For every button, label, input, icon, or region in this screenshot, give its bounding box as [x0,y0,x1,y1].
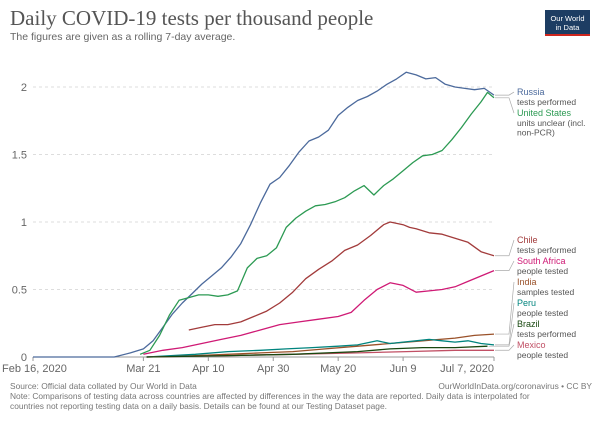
series-line-chile [188,221,495,331]
series-line-russia [33,71,495,358]
y-tick-label: 1 [21,217,27,229]
series-note-mexico: people tested [517,350,568,360]
note-line-1: Note: Comparisons of testing data across… [10,391,530,402]
series-line-india [146,333,495,358]
logo-line-2: in Data [555,23,580,32]
y-tick-label: 2 [21,82,27,94]
y-tick-label: 0.5 [12,285,27,297]
series-name-mexico: Mexico [517,340,546,350]
chart-subtitle: The figures are given as a rolling 7-day… [10,31,236,43]
series-name-south-africa: South Africa [517,256,566,266]
logo-line-1: Our World [550,14,585,23]
series-note-united-states: units unclear (incl. [517,118,586,128]
series-note-south-africa: people tested [517,266,568,276]
series-line-united-states [139,91,495,355]
line-chart: 0 0.5 1 1.5 2 Feb 16, 2020 Mar 21 Apr 10 Apr 30… [2,71,586,375]
series-name-united-states: United States [517,108,572,118]
x-tick-label: Jun 9 [390,363,417,375]
x-axis-ticks: Feb 16, 2020 Mar 21 Apr 10 Apr 30 May 20 Jun … [2,357,495,375]
x-tick-label: Feb 16, 2020 [2,363,67,375]
source-link[interactable]: OurWorldInData.org/coronavirus • CC BY [438,381,592,391]
owid-logo[interactable]: Our World in Data [545,10,590,36]
note-line-2: countries not reporting testing data on … [10,401,387,412]
y-axis-ticks: 0 0.5 1 1.5 2 [12,82,27,364]
x-tick-label: May 20 [320,363,356,375]
series-name-russia: Russia [517,87,545,97]
label-connector-mexico [495,344,515,351]
label-connector-united-states [495,97,515,114]
series-note-india: samples tested [517,287,574,297]
gridlines [33,86,494,358]
series-note-chile: tests performed [517,245,576,255]
series-lines [33,71,495,358]
label-connector-chile [495,239,515,257]
x-tick-label: Jul 7, 2020 [440,363,494,375]
series-name-chile: Chile [517,235,538,245]
series-note-peru: people tested [517,308,568,318]
source-text: Source: Official data collated by Our Wo… [10,381,197,391]
series-line-peru [146,338,495,358]
y-tick-label: 1.5 [12,150,27,162]
footer: Source: Official data collated by Our Wo… [10,381,592,412]
x-tick-label: Mar 21 [126,363,160,375]
series-note-brazil: tests performed [517,329,576,339]
x-tick-label: Apr 10 [192,363,224,375]
label-connector-india [495,281,515,335]
series-note-russia: tests performed [517,97,576,107]
series-name-brazil: Brazil [517,319,540,329]
series-note-united-states: non-PCR) [517,128,555,138]
series-line-brazil [146,345,488,358]
label-connector-russia [495,91,515,96]
series-line-south-africa [143,269,495,355]
label-connector-south-africa [495,260,515,271]
series-name-peru: Peru [517,298,536,308]
chart-title: Daily COVID-19 tests per thousand people [10,6,374,30]
x-tick-label: Apr 30 [257,363,289,375]
series-name-india: India [517,277,537,287]
y-tick-label: 0 [21,352,27,364]
label-connector-brazil [488,323,515,347]
